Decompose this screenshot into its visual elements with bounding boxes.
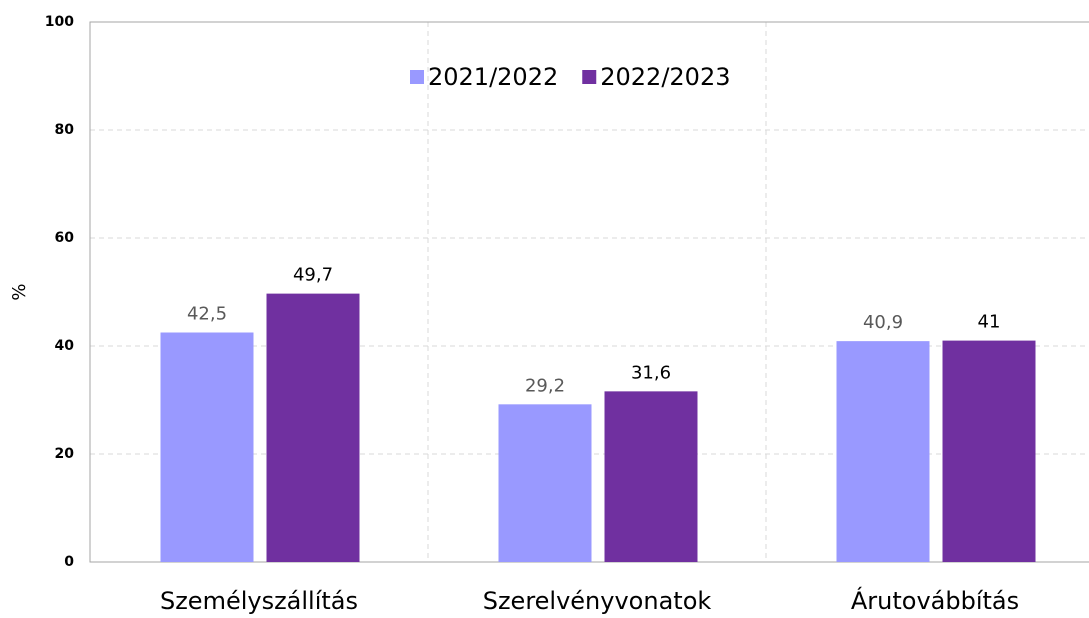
y-tick-label: 100 — [45, 14, 74, 30]
data-label: 42,5 — [187, 304, 227, 325]
bar — [266, 293, 360, 562]
x-tick-label: Szerelvényvonatok — [483, 587, 712, 614]
bar — [160, 332, 254, 562]
legend-swatch — [410, 70, 424, 84]
bar — [498, 404, 592, 562]
bar — [836, 341, 930, 562]
y-tick-label: 40 — [55, 338, 75, 354]
y-tick-label: 0 — [64, 554, 74, 570]
y-axis-label: % — [9, 283, 30, 300]
data-label: 31,6 — [631, 362, 671, 383]
bar — [942, 340, 1036, 562]
bar — [604, 391, 698, 562]
x-tick-label: Árutovábbítás — [851, 586, 1019, 614]
data-label: 29,2 — [525, 375, 565, 396]
y-tick-label: 60 — [55, 230, 75, 246]
legend-label: 2021/2022 — [428, 63, 558, 91]
legend-label: 2022/2023 — [600, 63, 730, 91]
data-label: 41 — [978, 312, 1001, 333]
y-tick-label: 20 — [55, 446, 75, 462]
plot-frame — [89, 21, 1089, 563]
x-tick-label: Személyszállítás — [160, 587, 358, 614]
data-label: 40,9 — [863, 312, 903, 333]
data-label: 49,7 — [293, 265, 333, 286]
y-tick-label: 80 — [55, 122, 75, 138]
legend-swatch — [582, 70, 597, 84]
